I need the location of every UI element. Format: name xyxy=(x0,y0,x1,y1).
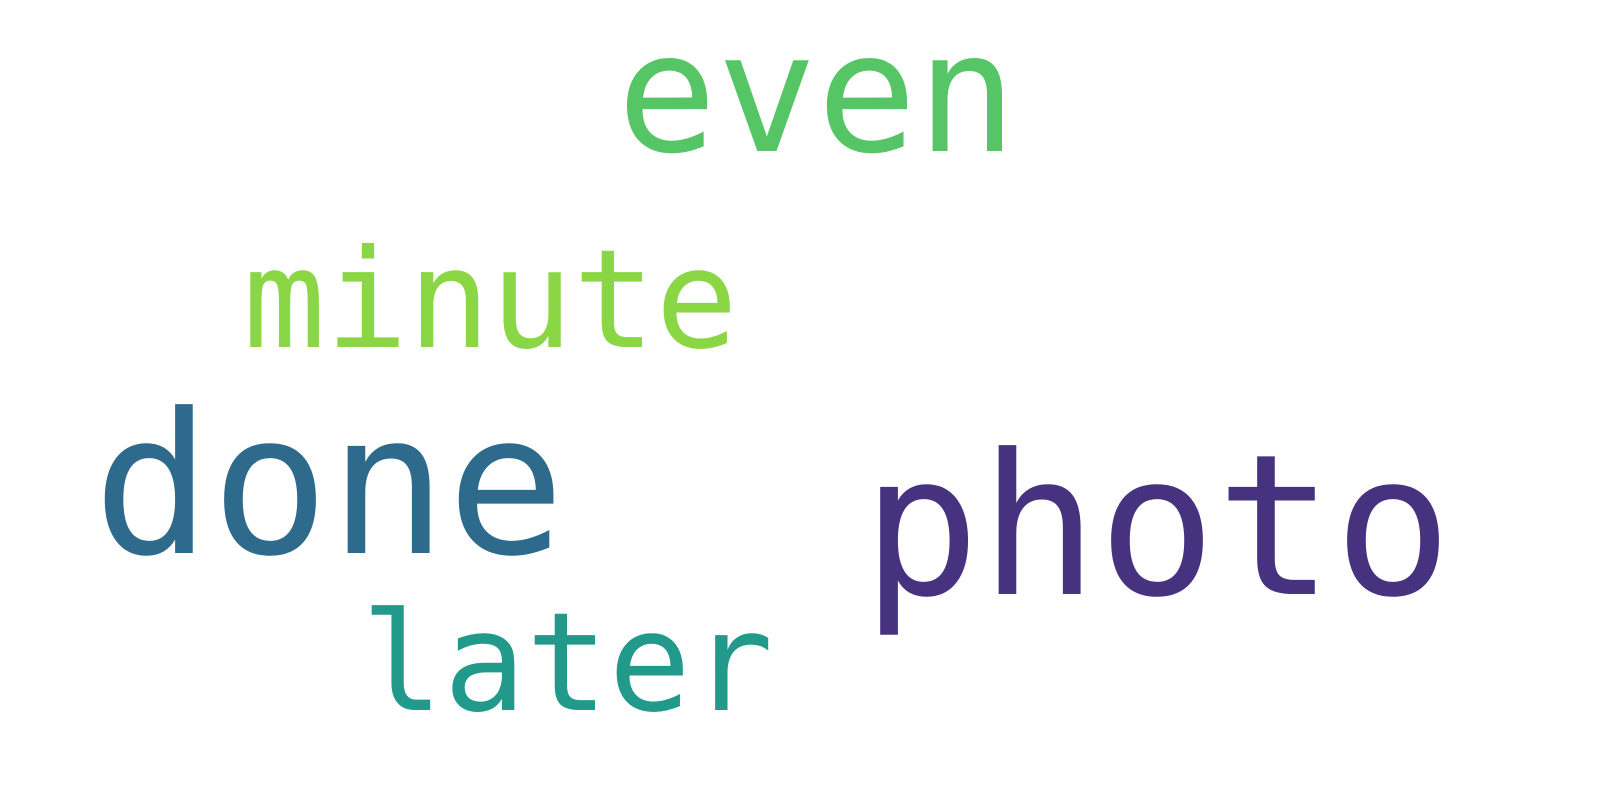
word-photo: photo xyxy=(862,413,1453,641)
word-done: done xyxy=(93,372,566,600)
word-later: later xyxy=(361,584,774,743)
word-minute: minute xyxy=(243,221,738,380)
word-even: even xyxy=(617,0,1017,191)
